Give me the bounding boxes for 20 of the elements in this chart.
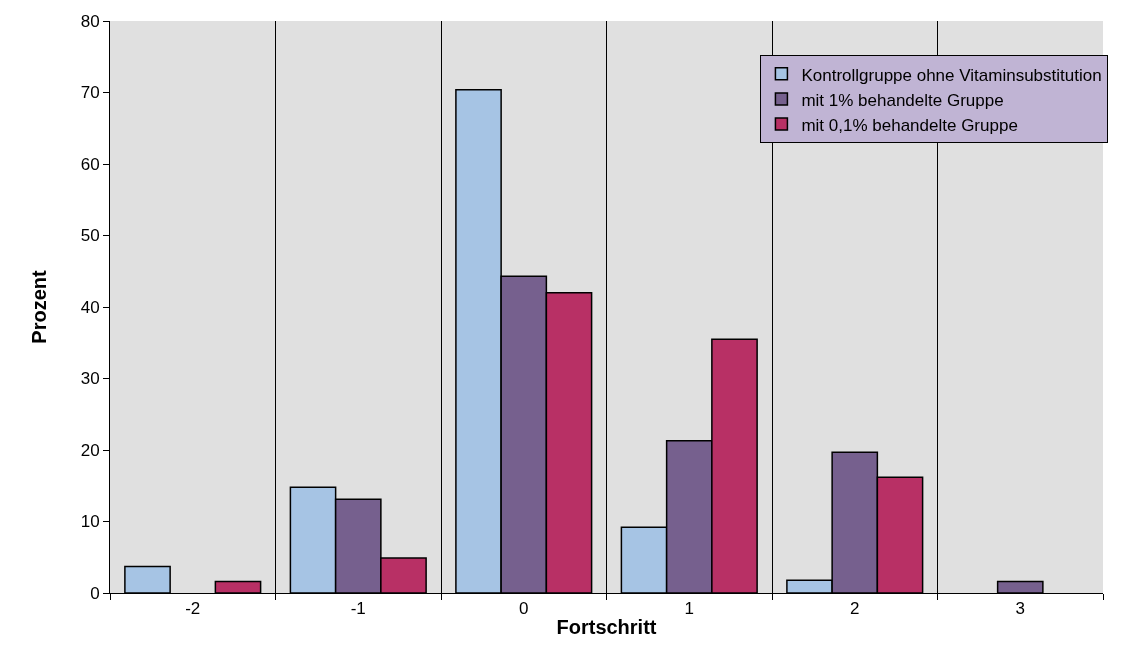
y-tick-label: 40 [80,297,100,317]
x-tick-label: -1 [350,599,366,619]
legend-label: mit 1% behandelte Gruppe [801,90,1004,110]
y-tick-label: 30 [80,369,100,389]
y-axis-title: Prozent [28,269,51,344]
y-tick-label: 60 [80,154,100,174]
x-tick-label: -2 [185,599,201,619]
y-tick-label: 10 [80,512,100,532]
y-tick-label: 50 [80,226,100,246]
x-tick-label: 3 [1015,599,1025,619]
y-tick-label: 80 [80,11,100,31]
y-tick-label: 0 [90,583,100,603]
x-tick-label: 2 [850,599,860,619]
x-tick-label: 0 [519,599,529,619]
legend-label: Kontrollgruppe ohne Vitaminsubstitution [801,65,1102,85]
y-tick-label: 70 [80,83,100,103]
x-axis-title: Fortschritt [556,615,657,638]
legend-label: mit 0,1% behandelte Gruppe [801,115,1018,135]
x-tick-label: 1 [684,599,694,619]
y-tick-label: 20 [80,440,100,460]
